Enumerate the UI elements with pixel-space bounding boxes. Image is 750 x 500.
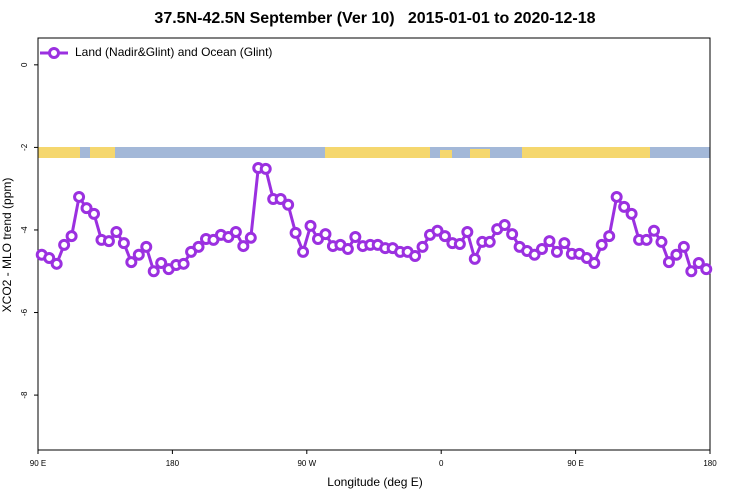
data-point [140,240,153,253]
data-point [453,238,466,250]
y-tick-label: 0 [20,62,29,67]
data-point [80,202,93,215]
data-point [117,237,130,250]
data-point [558,237,571,250]
data-point [50,257,63,270]
legend-label: Land (Nadir&Glint) and Ocean (Glint) [75,45,272,59]
data-point [177,257,190,270]
data-point [610,190,623,203]
data-point [640,233,653,246]
data-point [692,256,705,269]
legend-marker [48,47,60,59]
data-point [685,265,698,278]
data-point [102,235,115,248]
data-point [341,242,354,255]
data-point [618,200,631,213]
x-tick-label: 90 W [297,459,316,468]
data-point [237,240,250,253]
chart-title: 37.5N-42.5N September (Ver 10) 2015-01-0… [154,10,595,27]
data-point [65,230,78,243]
data-point [461,226,474,239]
data-point [192,240,205,253]
data-point [506,228,519,241]
data-point [244,231,257,244]
land-band [440,150,452,158]
land-band [522,147,650,158]
data-point [289,226,302,239]
data-point [282,198,295,211]
land-band [470,149,490,158]
y-tick-label: -8 [20,391,29,399]
data-point [43,252,56,265]
data-point [550,245,563,258]
land-ocean-strip [38,147,710,158]
data-point [648,224,660,237]
y-axis-label: XCO2 - MLO trend (ppm) [0,178,14,313]
data-point [319,228,332,241]
x-tick-label: 180 [703,459,717,468]
data-point [543,235,556,248]
data-point [132,248,145,261]
data-point [431,224,444,237]
data-point [655,235,668,248]
y-tick-label: -6 [20,308,29,316]
data-point [304,219,317,232]
y-tick-label: -4 [20,226,29,234]
x-tick-label: 90 E [567,459,583,468]
land-band [90,147,115,158]
data-point [349,230,362,243]
land-band [325,147,430,158]
data-point [73,190,86,203]
data-point [677,240,690,253]
data-point [259,162,272,175]
x-axis-label: Longitude (deg E) [327,475,422,489]
data-point [147,265,160,278]
y-tick-label: -2 [20,143,29,151]
data-point [662,256,675,269]
data-point [670,248,683,261]
data-point [588,256,601,269]
data-point [110,226,123,239]
data-point [438,230,451,243]
x-tick-label: 90 E [30,459,46,468]
data-point [274,193,287,206]
plot-frame [37,37,711,451]
data-point [409,249,422,262]
data-point [468,252,481,265]
x-tick-label: 180 [166,459,180,468]
data-point [498,219,511,232]
data-point [155,256,168,269]
data-point [58,238,71,251]
data-point [125,256,138,269]
land-band [38,147,80,158]
x-tick-label: 0 [439,459,444,468]
data-point [595,238,608,251]
data-point [416,240,429,253]
data-point [483,235,496,248]
data-point [297,245,310,258]
data-point [229,226,242,239]
data-point [700,263,713,276]
data-point [88,207,100,220]
data-point [528,248,541,261]
data-point [536,242,548,255]
data-point [625,207,638,220]
data-point [603,230,616,243]
